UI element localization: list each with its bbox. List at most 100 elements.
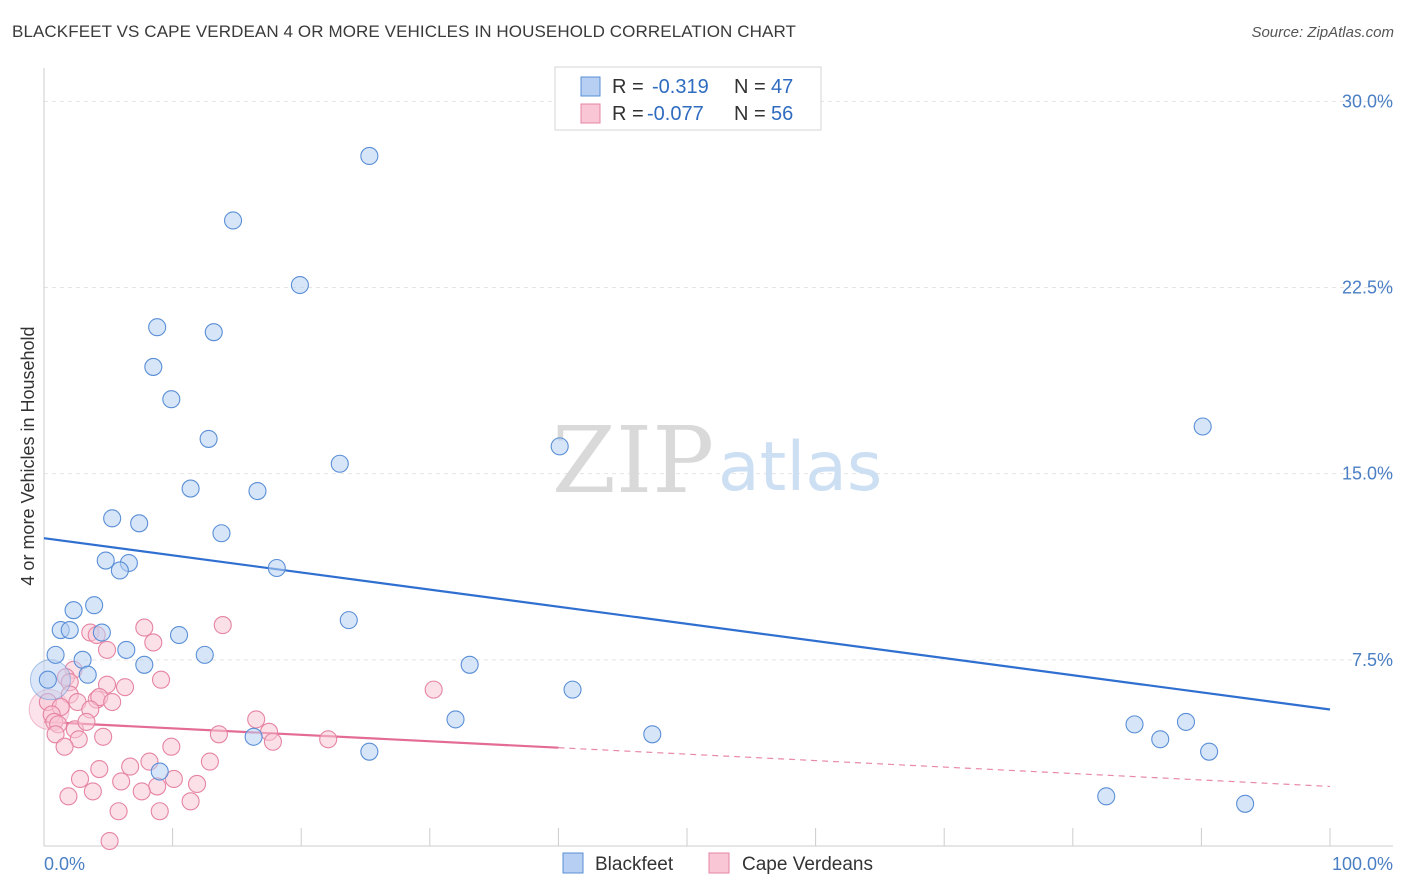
data-points (28, 146, 1255, 851)
point-cape-verdeans (181, 792, 200, 811)
point-blackfeet (181, 479, 200, 498)
point-blackfeet (92, 623, 111, 642)
y-tick-label: 30.0% (1342, 91, 1393, 111)
point-blackfeet (1193, 417, 1212, 436)
point-blackfeet (117, 640, 136, 659)
y-tick-label: 22.5% (1342, 278, 1393, 298)
legend-n-value: 47 (771, 76, 793, 98)
legend-r-label: R = (612, 103, 644, 125)
point-cape-verdeans (83, 782, 102, 801)
point-cape-verdeans (424, 680, 443, 699)
point-blackfeet (195, 645, 214, 664)
bottom-legend-label-blackfeet: Blackfeet (595, 854, 674, 875)
x-tick-label: 100.0% (1332, 854, 1393, 874)
point-blackfeet (204, 323, 223, 342)
point-blackfeet (563, 680, 582, 699)
point-cape-verdeans (94, 727, 113, 746)
legend-swatch-blackfeet (580, 76, 601, 97)
point-blackfeet (78, 665, 97, 684)
point-cape-verdeans (151, 670, 171, 689)
point-blackfeet (169, 625, 189, 645)
point-blackfeet (148, 318, 167, 337)
point-cape-verdeans (46, 725, 65, 744)
watermark-zip: ZIP (552, 407, 714, 514)
point-blackfeet (60, 620, 79, 640)
point-blackfeet (1125, 715, 1144, 734)
grid-lines (44, 100, 1393, 661)
point-blackfeet (339, 611, 358, 630)
legend-r-value: -0.319 (652, 76, 709, 98)
point-blackfeet (38, 670, 57, 689)
point-cape-verdeans (69, 730, 88, 749)
chart-source: Source: ZipAtlas.com (1251, 24, 1394, 41)
legend-swatch-cape-verdeans (580, 103, 601, 124)
point-blackfeet (144, 357, 163, 376)
point-cape-verdeans (121, 757, 140, 776)
point-cape-verdeans (90, 760, 109, 779)
point-blackfeet (110, 561, 129, 580)
point-blackfeet (223, 211, 243, 230)
bottom-legend-swatch-cape-verdeans (708, 852, 730, 874)
point-blackfeet (150, 762, 169, 781)
legend-n-value: 56 (771, 103, 793, 125)
legend-r-value: -0.077 (647, 103, 704, 125)
point-cape-verdeans (97, 640, 117, 659)
point-cape-verdeans (213, 616, 232, 635)
point-blackfeet (360, 146, 379, 165)
point-blackfeet (1097, 787, 1116, 806)
point-cape-verdeans (59, 787, 78, 806)
point-blackfeet (290, 275, 309, 295)
point-blackfeet (135, 655, 154, 674)
point-cape-verdeans (319, 730, 338, 749)
x-tick-labels: 0.0% 100.0% (44, 854, 1393, 874)
point-blackfeet (1200, 742, 1219, 761)
point-blackfeet (85, 596, 104, 615)
x-tick-label: 0.0% (44, 854, 85, 874)
point-cape-verdeans (187, 774, 207, 793)
point-cape-verdeans (70, 769, 90, 789)
point-blackfeet (550, 437, 569, 456)
point-cape-verdeans (263, 732, 282, 751)
point-cape-verdeans (162, 737, 181, 756)
y-tick-label: 7.5% (1352, 650, 1393, 670)
bottom-legend-label-cape-verdeans: Cape Verdeans (742, 854, 873, 875)
point-cape-verdeans (247, 710, 266, 729)
point-cape-verdeans (132, 782, 151, 801)
point-cape-verdeans (103, 692, 122, 712)
point-blackfeet (212, 524, 231, 543)
point-cape-verdeans (164, 769, 183, 789)
point-cape-verdeans (115, 678, 135, 697)
legend-n-label: N = (734, 103, 766, 125)
point-cape-verdeans (112, 772, 131, 791)
bottom-legend: Blackfeet Cape Verdeans (562, 852, 873, 875)
watermark-atlas: atlas (718, 428, 882, 507)
y-tick-labels: 7.5% 15.0% 22.5% 30.0% (1342, 91, 1393, 669)
point-blackfeet (130, 514, 149, 533)
bottom-legend-swatch-blackfeet (562, 852, 584, 874)
watermark: ZIP atlas (552, 407, 882, 514)
point-blackfeet (360, 742, 379, 761)
point-cape-verdeans (135, 618, 154, 637)
y-axis-label: 4 or more Vehicles in Household (18, 326, 38, 585)
point-cape-verdeans (209, 725, 228, 744)
point-blackfeet (643, 725, 662, 744)
point-blackfeet (64, 601, 83, 620)
trend-line-extension (558, 747, 1331, 788)
point-blackfeet (267, 558, 286, 578)
point-blackfeet (96, 551, 115, 570)
point-cape-verdeans (144, 633, 163, 652)
trend-line-blackfeet (43, 537, 1331, 711)
point-blackfeet (1151, 730, 1170, 749)
point-blackfeet (460, 655, 479, 674)
point-blackfeet (330, 454, 349, 473)
point-blackfeet (162, 390, 181, 409)
point-blackfeet (244, 727, 263, 746)
legend-n-label: N = (734, 76, 766, 98)
legend-r-label: R = (612, 76, 644, 98)
point-blackfeet (248, 481, 267, 501)
point-blackfeet (1236, 794, 1255, 813)
chart-title: BLACKFEET VS CAPE VERDEAN 4 OR MORE VEHI… (12, 22, 797, 41)
point-blackfeet (1176, 712, 1196, 731)
point-blackfeet (199, 429, 218, 448)
